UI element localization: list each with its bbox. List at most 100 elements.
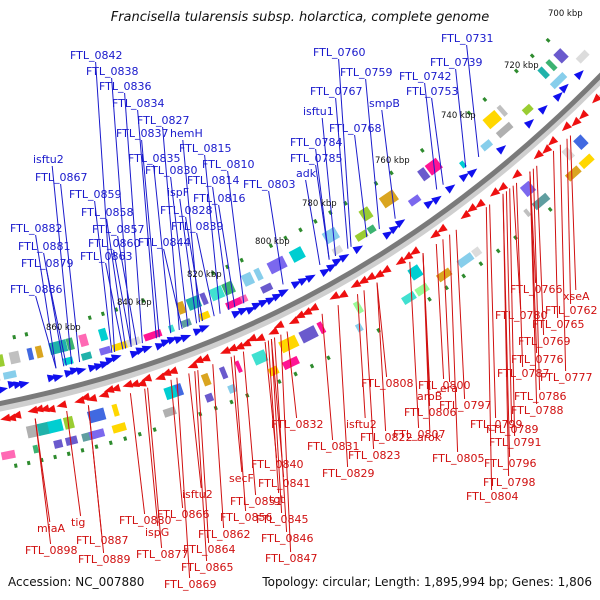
- forward-cds-arrow: [0, 386, 8, 395]
- gc-mark: [466, 110, 472, 116]
- map-title: Francisella tularensis subsp. holarctica…: [110, 10, 490, 25]
- reverse-cds-arrow: [533, 149, 544, 160]
- bottom-gene-label: FTL_0877: [136, 548, 188, 561]
- forward-cds-arrow: [431, 195, 442, 205]
- top-label-connector: [179, 198, 198, 324]
- top-gene-label: FTL_0742: [399, 70, 451, 83]
- bottom-label-connector: [87, 405, 105, 554]
- reverse-cds-arrow: [512, 169, 523, 179]
- bottom-label-connector: [529, 171, 538, 405]
- feature-block: [163, 384, 180, 401]
- feature-block: [260, 282, 274, 294]
- top-gene-label: FTL_0760: [313, 46, 365, 59]
- bottom-label-connector: [536, 165, 545, 336]
- reverse-cds-arrow: [27, 405, 39, 414]
- top-gene-label: FTL_0830: [145, 164, 197, 177]
- top-label-connector: [170, 176, 189, 327]
- top-gene-label: FTL_0867: [35, 171, 87, 184]
- reverse-cds-arrow: [571, 116, 582, 127]
- feature-block: [167, 324, 176, 333]
- gc-mark: [283, 235, 288, 241]
- reverse-cds-arrow: [110, 383, 121, 392]
- feature-block: [578, 153, 595, 170]
- forward-cds-arrow: [388, 225, 400, 235]
- feature-block: [175, 300, 187, 315]
- feature-block: [8, 350, 21, 365]
- feature-block: [199, 292, 209, 306]
- kbp-tick-layer: 700 kbp 720 kbp 740 kbp 760 kbp 780 kbp 800 k…: [46, 9, 583, 333]
- top-label-connector: [424, 82, 438, 190]
- top-gene-label: FTL_0835: [128, 152, 180, 165]
- top-gene-label: FTL_0858: [81, 206, 133, 219]
- feature-block: [561, 146, 576, 161]
- bottom-gene-label: FTL_0866: [157, 508, 209, 521]
- reverse-cds-arrow: [273, 320, 285, 329]
- bottom-gene-label: FTL_0864: [183, 543, 235, 556]
- feature-block: [0, 354, 5, 369]
- genome-backbone: [0, 72, 600, 407]
- feature-block: [401, 290, 417, 306]
- kbp-tick-label: 860 kbp: [46, 323, 81, 333]
- top-label-connector: [354, 134, 368, 238]
- gc-mark: [239, 257, 244, 263]
- forward-cds-arrow: [231, 310, 242, 319]
- feature-block: [88, 428, 106, 440]
- bottom-gene-label: xseA: [563, 290, 590, 303]
- feature-block: [531, 192, 551, 211]
- top-label-connector: [227, 170, 245, 304]
- feature-block: [208, 285, 226, 302]
- feature-block: [143, 329, 163, 342]
- top-label-connector: [455, 68, 467, 168]
- top-gene-label: FTL_0881: [18, 240, 70, 253]
- reverse-cds-arrow: [103, 385, 115, 393]
- feature-block: [180, 318, 192, 329]
- forward-cds-arrow: [338, 254, 350, 263]
- bottom-gene-label: FTL_0777: [540, 371, 592, 384]
- reverse-cds-arrow: [358, 275, 369, 285]
- bottom-gene-label: FTL_0780: [495, 309, 547, 322]
- top-label-connector: [182, 139, 200, 323]
- bottom-label-connector: [280, 334, 292, 553]
- feature-block: [414, 282, 430, 297]
- cds-arrow-layer: [0, 70, 600, 422]
- bottom-gene-label: FTL_0804: [466, 490, 518, 503]
- reverse-cds-arrow: [409, 246, 421, 256]
- top-gene-label: FTL_0827: [137, 114, 189, 127]
- gc-mark: [66, 451, 71, 457]
- reverse-cds-arrow: [592, 93, 600, 104]
- gc-mark: [482, 97, 488, 102]
- feature-block: [496, 104, 508, 117]
- bottom-gene-label: FTL_0831: [307, 440, 359, 453]
- bottom-label-connector: [516, 182, 524, 368]
- reverse-cds-arrow: [199, 353, 211, 362]
- bottom-label-connector: [242, 351, 257, 496]
- gc-mark: [229, 399, 234, 405]
- reverse-cds-arrow: [337, 289, 349, 299]
- bottom-label-connector: [34, 418, 52, 545]
- top-label-connector: [163, 248, 183, 330]
- bottom-gene-label: FTL_0847: [265, 552, 317, 565]
- bottom-gene-label: FTL_0856: [220, 511, 272, 524]
- bottom-gene-label: isftu2: [346, 418, 377, 431]
- reverse-cds-arrow: [79, 392, 91, 401]
- forward-cds-arrow: [523, 119, 535, 129]
- feature-block: [573, 134, 589, 150]
- top-label-connector: [305, 179, 321, 265]
- gc-mark: [100, 311, 105, 317]
- kbp-tick-label: 700 kbp: [548, 9, 583, 19]
- gc-mark: [495, 248, 501, 254]
- reverse-cds-arrow: [86, 393, 98, 402]
- bottom-label-connector: [569, 135, 577, 291]
- reverse-cds-arrow: [254, 333, 266, 342]
- forward-cds-arrow: [558, 83, 569, 94]
- top-label-connector: [218, 204, 236, 308]
- bottom-label-connector: [286, 331, 298, 419]
- feature-block: [521, 103, 534, 116]
- top-label-connector: [466, 44, 480, 158]
- forward-cds-arrow: [198, 325, 210, 333]
- feature-block: [111, 403, 120, 417]
- feature-block: [125, 336, 141, 348]
- bottom-gene-label: FTL_0807: [393, 428, 445, 441]
- top-label-connector: [431, 97, 444, 185]
- bottom-label-connector: [270, 338, 283, 514]
